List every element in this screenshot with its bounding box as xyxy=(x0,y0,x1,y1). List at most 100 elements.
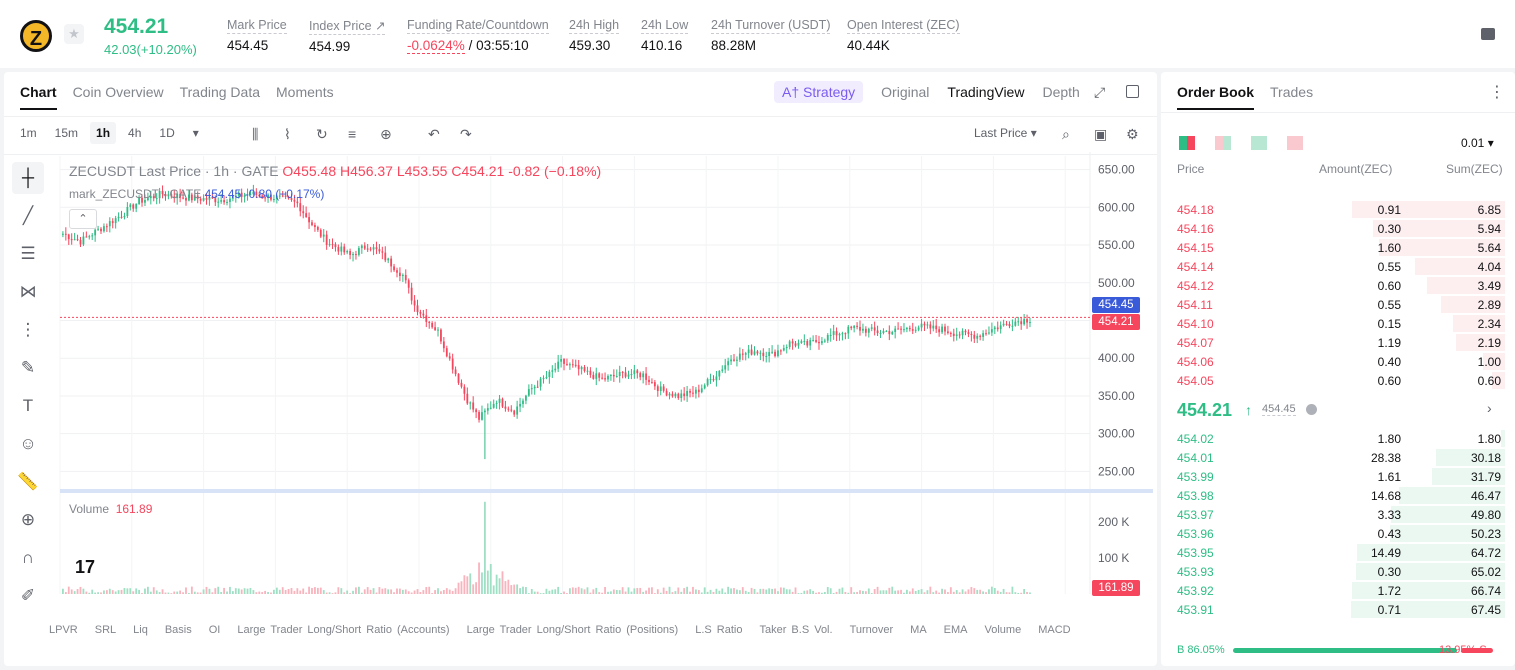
volume-bar xyxy=(873,589,876,594)
bid-row[interactable]: 453.97 3.33 49.80 xyxy=(1171,505,1505,524)
eraser-icon[interactable]: ✐ xyxy=(20,586,36,605)
indicators-icon[interactable]: ⌇ xyxy=(284,126,291,142)
trend-line-icon[interactable]: ╱ xyxy=(22,206,34,225)
indicator-item[interactable]: MACD xyxy=(1038,624,1071,636)
ask-row[interactable]: 454.06 0.40 1.00 xyxy=(1171,352,1505,371)
window-icon[interactable] xyxy=(1126,85,1139,98)
emoji-icon[interactable]: ☺ xyxy=(19,434,37,453)
row-amount: 0.55 xyxy=(1377,260,1401,274)
tab-order-book[interactable]: Order Book xyxy=(1177,84,1255,110)
volume-bar xyxy=(777,591,779,594)
pattern-icon[interactable]: ⋈ xyxy=(19,282,37,301)
ask-row[interactable]: 454.07 1.19 2.19 xyxy=(1171,333,1505,352)
layout-split-icon[interactable] xyxy=(1215,136,1231,150)
volume-bar xyxy=(94,592,97,594)
indicator-item[interactable]: Basis xyxy=(164,624,192,636)
timeframe-1h[interactable]: 1h xyxy=(90,122,117,144)
stat-label[interactable]: Funding Rate/Countdown xyxy=(407,18,549,34)
tab-coin-overview[interactable]: Coin Overview xyxy=(72,84,164,100)
price-chart[interactable]: 650.00600.00550.00500.00450.00400.00350.… xyxy=(0,0,1153,594)
tab-original[interactable]: Original xyxy=(881,84,930,100)
price-type-select[interactable]: Last Price ▾ xyxy=(974,126,1037,140)
indicator-item[interactable]: SRL xyxy=(94,624,117,636)
tradingview-logo[interactable]: 17 xyxy=(75,557,96,577)
candle-body xyxy=(838,333,841,336)
ask-row[interactable]: 454.15 1.60 5.64 xyxy=(1171,238,1505,257)
chevron-down-icon[interactable]: ▾ xyxy=(192,126,199,140)
tab-trading-data[interactable]: Trading Data xyxy=(179,84,261,100)
indicator-item[interactable]: Large Trader Long/Short Ratio (Positions… xyxy=(466,624,679,636)
ask-row[interactable]: 454.16 0.30 5.94 xyxy=(1171,219,1505,238)
tab-chart[interactable]: Chart xyxy=(20,84,57,110)
tab-tradingview[interactable]: TradingView xyxy=(947,84,1025,100)
list-icon[interactable]: ≡ xyxy=(348,126,357,142)
indicator-item[interactable]: Large Trader Long/Short Ratio (Accounts) xyxy=(237,624,450,636)
ruler-icon[interactable]: 📏 xyxy=(17,472,39,491)
precision-select[interactable]: 0.01 ▾ xyxy=(1461,136,1494,150)
undo-icon[interactable]: ↶ xyxy=(428,126,440,142)
expand-icon[interactable]: ⤢ xyxy=(1094,84,1106,100)
stat-label[interactable]: Index Price ↗ xyxy=(309,19,386,35)
ask-row[interactable]: 454.14 0.55 4.04 xyxy=(1171,257,1505,276)
search-icon[interactable]: ⌕ xyxy=(1062,126,1070,142)
ask-row[interactable]: 454.10 0.15 2.34 xyxy=(1171,314,1505,333)
timeframe-1m[interactable]: 1m xyxy=(20,126,37,140)
bid-row[interactable]: 453.95 14.49 64.72 xyxy=(1171,543,1505,562)
bid-row[interactable]: 454.01 28.38 30.18 xyxy=(1171,448,1505,467)
strategy-button[interactable]: A† Strategy xyxy=(774,81,864,103)
layout-both-icon[interactable] xyxy=(1179,136,1195,150)
tab-depth[interactable]: Depth xyxy=(1042,84,1080,100)
candle-body xyxy=(697,389,700,393)
bid-row[interactable]: 453.98 14.68 46.47 xyxy=(1171,486,1505,505)
ask-row[interactable]: 454.12 0.60 3.49 xyxy=(1171,276,1505,295)
brush-icon[interactable]: ✎ xyxy=(20,358,36,377)
indicator-item[interactable]: EMA xyxy=(943,624,968,636)
more-icon[interactable]: ⋮ xyxy=(1489,84,1505,101)
timeframe-15m[interactable]: 15m xyxy=(54,126,79,140)
gear-icon[interactable]: ⚙ xyxy=(1126,126,1139,142)
redo-icon[interactable]: ↷ xyxy=(460,126,472,142)
magnet-icon[interactable]: ∩ xyxy=(21,548,35,567)
volume-bar xyxy=(979,589,982,594)
indicator-item[interactable]: MA xyxy=(910,624,927,636)
layout-bids-icon[interactable] xyxy=(1251,136,1267,150)
favorite-star-icon[interactable]: ★ xyxy=(64,24,84,44)
crosshair-icon[interactable]: ┼ xyxy=(12,162,44,194)
indicator-item[interactable]: Volume xyxy=(984,624,1022,636)
indicator-item[interactable]: OI xyxy=(208,624,221,636)
ask-row[interactable]: 454.18 0.91 6.85 xyxy=(1171,200,1505,219)
tab-trades[interactable]: Trades xyxy=(1270,84,1314,100)
bid-row[interactable]: 453.96 0.43 50.23 xyxy=(1171,524,1505,543)
timeframe-1d[interactable]: 1D xyxy=(159,126,175,140)
horizontal-lines-icon[interactable]: ☰ xyxy=(20,244,36,263)
row-amount: 0.15 xyxy=(1377,317,1401,331)
volume-bar xyxy=(407,591,410,594)
stat-label[interactable]: Mark Price xyxy=(227,18,287,34)
indicator-item[interactable]: LPVR xyxy=(49,624,78,636)
add-indicator-icon[interactable]: ⊕ xyxy=(380,126,392,142)
chevron-right-icon[interactable]: › xyxy=(1487,400,1492,416)
ask-row[interactable]: 454.11 0.55 2.89 xyxy=(1171,295,1505,314)
bid-row[interactable]: 453.92 1.72 66.74 xyxy=(1171,581,1505,600)
indicator-item[interactable]: Turnover xyxy=(849,624,894,636)
stat-label[interactable]: Open Interest (ZEC) xyxy=(847,18,960,34)
book-icon[interactable] xyxy=(1481,28,1495,40)
candle-type-icon[interactable]: ⫼ xyxy=(252,126,259,142)
indicator-item[interactable]: Liq xyxy=(133,624,148,636)
bid-row[interactable]: 453.99 1.61 31.79 xyxy=(1171,467,1505,486)
indicator-item[interactable]: L.S Ratio xyxy=(695,624,743,636)
text-icon[interactable]: T xyxy=(22,396,34,415)
timeframe-4h[interactable]: 4h xyxy=(128,126,142,140)
bid-row[interactable]: 453.93 0.30 65.02 xyxy=(1171,562,1505,581)
collapse-legend-button[interactable]: ⌃ xyxy=(69,209,97,229)
indicator-item[interactable]: Taker B.S Vol. xyxy=(759,624,833,636)
layout-asks-icon[interactable] xyxy=(1287,136,1303,150)
camera-icon[interactable]: ▣ xyxy=(1094,126,1108,142)
refresh-icon[interactable]: ↻ xyxy=(316,126,328,142)
bid-row[interactable]: 454.02 1.80 1.80 xyxy=(1171,429,1505,448)
ask-row[interactable]: 454.05 0.60 0.60 xyxy=(1171,371,1505,390)
bid-row[interactable]: 453.91 0.71 67.45 xyxy=(1171,600,1505,619)
tab-moments[interactable]: Moments xyxy=(276,84,334,100)
fib-icon[interactable]: ⋮ xyxy=(19,320,37,339)
zoom-in-icon[interactable]: ⊕ xyxy=(20,510,36,529)
